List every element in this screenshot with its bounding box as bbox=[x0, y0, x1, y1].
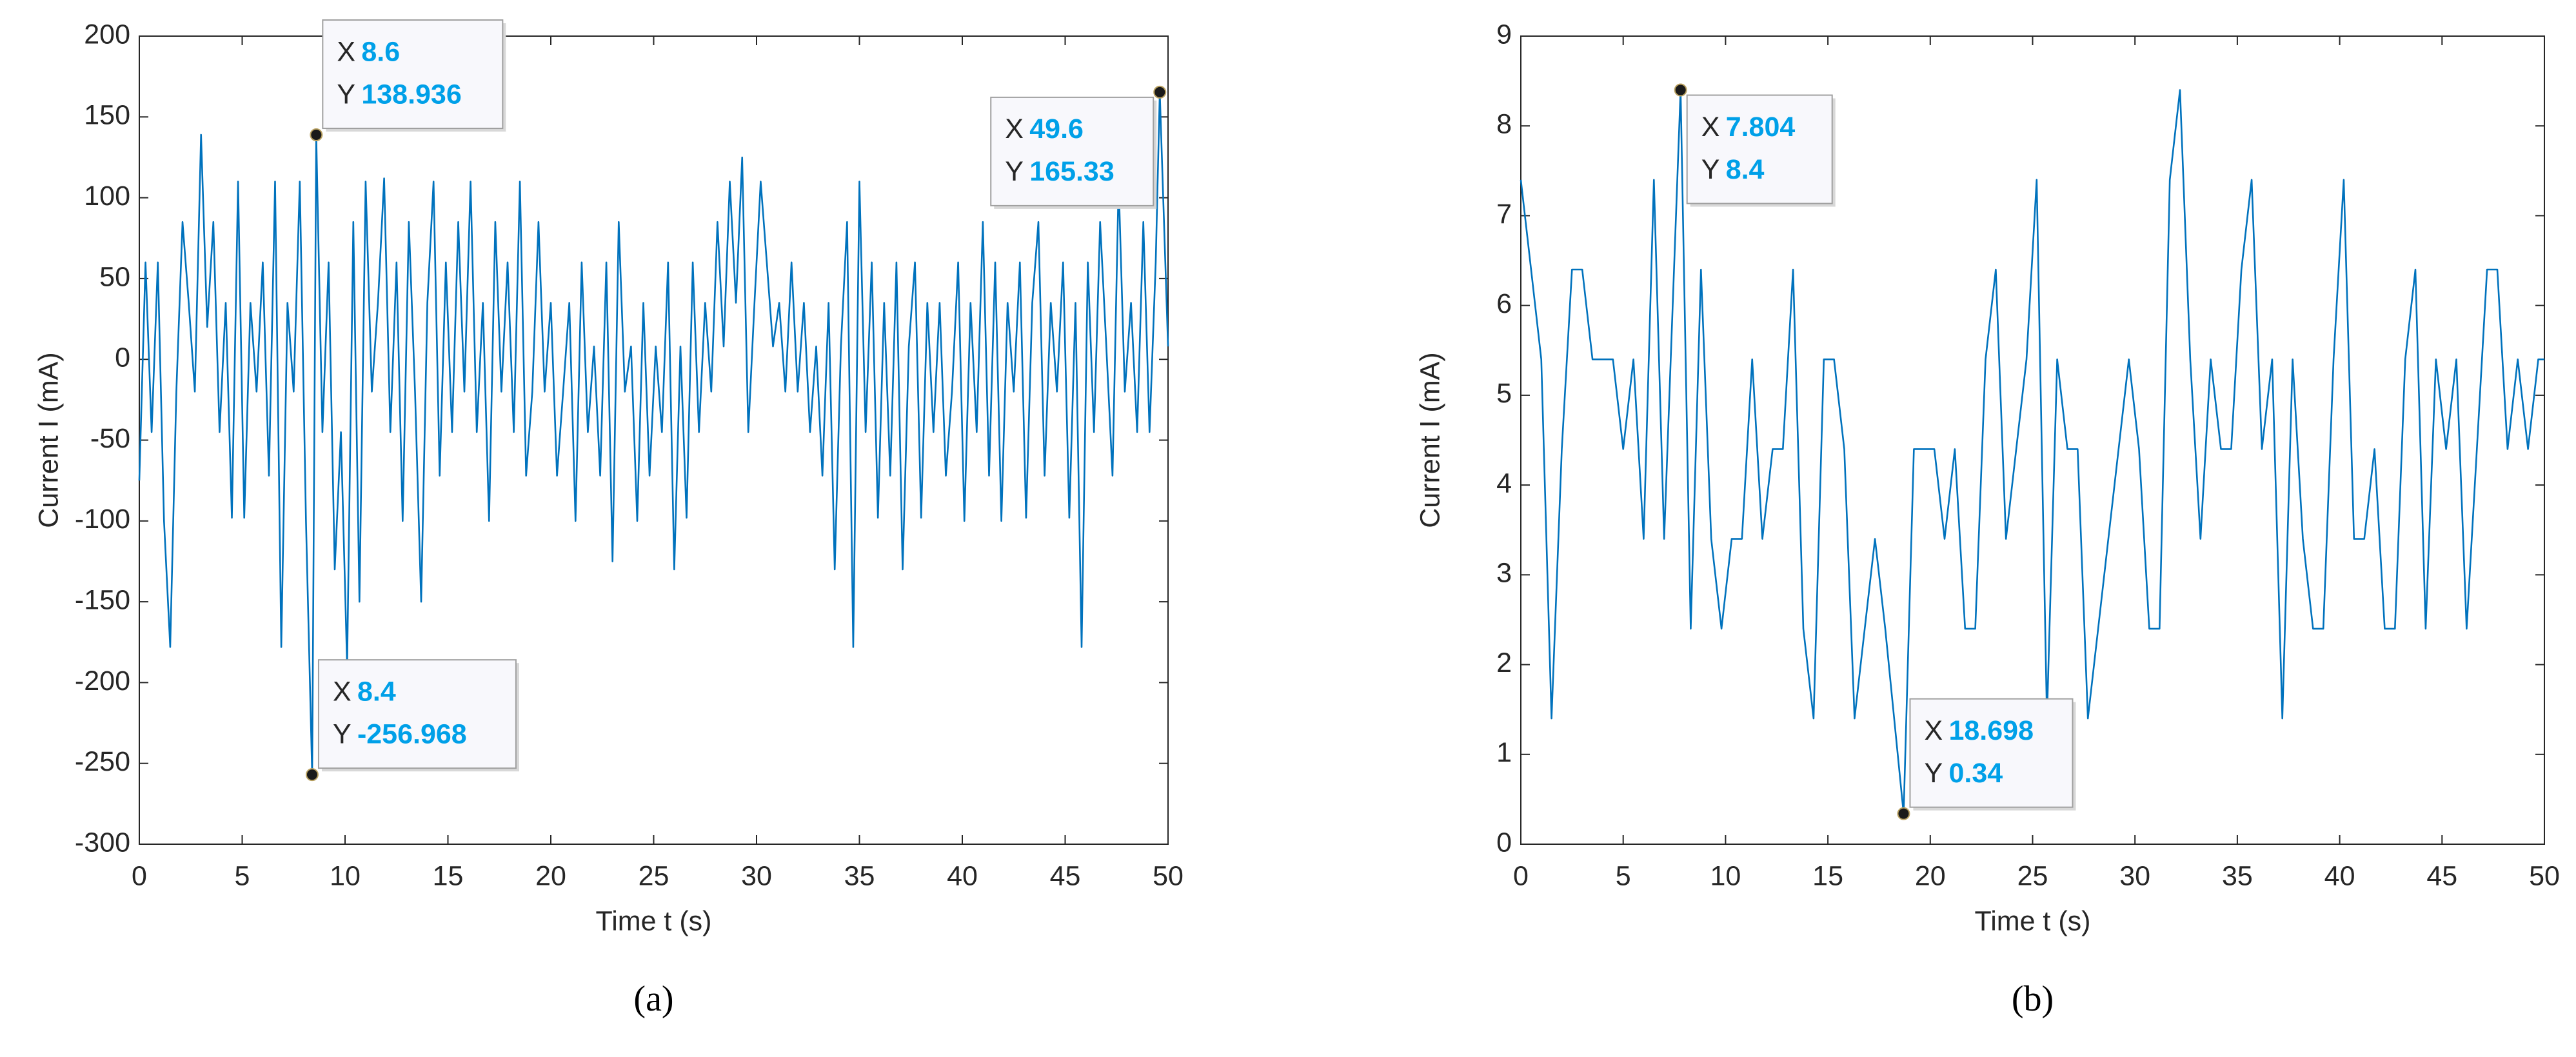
data-tip-marker bbox=[1153, 85, 1167, 99]
x-tick-label: 25 bbox=[639, 860, 669, 891]
data-tip-x-value: 8.4 bbox=[357, 677, 396, 707]
data-tip-x-value: 8.6 bbox=[361, 36, 400, 67]
x-tick-label: 30 bbox=[741, 860, 772, 891]
data-tip-box bbox=[322, 19, 504, 130]
data-tip-y-label: Y bbox=[1924, 758, 1943, 789]
x-tick-label: 15 bbox=[433, 860, 464, 891]
data-tip-x-label: X bbox=[1924, 715, 1943, 746]
y-tick-label: 9 bbox=[1496, 19, 1512, 50]
data-tip-x-label: X bbox=[333, 677, 352, 707]
data-tip-x-value: 18.698 bbox=[1948, 715, 2034, 746]
y-tick-label: 3 bbox=[1496, 558, 1512, 589]
data-tip-y-value: 0.34 bbox=[1948, 758, 2003, 789]
y-tick-label: 200 bbox=[84, 19, 130, 50]
data-tip-marker bbox=[1674, 83, 1687, 97]
data-tip-x-label: X bbox=[1701, 112, 1720, 143]
y-tick-label: -50 bbox=[90, 423, 130, 454]
x-tick-label: 20 bbox=[1915, 860, 1946, 891]
x-tick-label: 45 bbox=[1050, 860, 1081, 891]
y-tick-label: -300 bbox=[75, 827, 130, 858]
x-tick-label: 5 bbox=[235, 860, 250, 891]
y-tick-label: 5 bbox=[1496, 378, 1512, 409]
data-tip-box bbox=[990, 96, 1154, 206]
y-tick-label: 4 bbox=[1496, 468, 1512, 499]
x-tick-label: 45 bbox=[2426, 860, 2457, 891]
x-tick-label: 35 bbox=[844, 860, 875, 891]
y-tick-label: 8 bbox=[1496, 109, 1512, 140]
caption: (a) bbox=[633, 979, 673, 1019]
x-axis-label: Time t (s) bbox=[596, 905, 712, 936]
y-tick-label: -250 bbox=[75, 746, 130, 777]
y-tick-label: 2 bbox=[1496, 647, 1512, 678]
x-tick-label: 40 bbox=[947, 860, 978, 891]
data-tip-x-label: X bbox=[337, 36, 355, 67]
caption: (b) bbox=[2012, 979, 2054, 1019]
y-tick-label: 0 bbox=[115, 342, 130, 373]
x-tick-label: 50 bbox=[2529, 860, 2560, 891]
data-tip-marker bbox=[310, 128, 323, 142]
y-tick-label: 1 bbox=[1496, 737, 1512, 768]
data-tip: X 49.6Y 165.33 bbox=[990, 96, 1157, 209]
data-tip-box bbox=[1686, 94, 1833, 204]
y-tick-label: 100 bbox=[84, 181, 130, 212]
data-tip-box bbox=[1909, 698, 2074, 808]
data-tip-box bbox=[317, 659, 517, 769]
x-tick-label: 5 bbox=[1616, 860, 1631, 891]
data-tip-y-label: Y bbox=[333, 719, 352, 750]
data-tip-y-value: -256.968 bbox=[357, 719, 467, 750]
x-tick-label: 0 bbox=[1513, 860, 1529, 891]
data-line bbox=[1520, 89, 2544, 815]
data-tip-x-value: 7.804 bbox=[1726, 112, 1796, 143]
data-tip-marker bbox=[1897, 807, 1910, 820]
x-tick-label: 35 bbox=[2222, 860, 2253, 891]
y-tick-label: 6 bbox=[1496, 288, 1512, 319]
x-tick-label: 50 bbox=[1153, 860, 1184, 891]
data-tip-y-label: Y bbox=[1005, 156, 1024, 187]
y-tick-label: 0 bbox=[1496, 827, 1512, 858]
y-tick-label: -150 bbox=[75, 584, 130, 615]
y-tick-label: -100 bbox=[75, 504, 130, 535]
data-tip-y-value: 8.4 bbox=[1726, 154, 1765, 185]
x-tick-label: 25 bbox=[2017, 860, 2048, 891]
y-tick-label: -200 bbox=[75, 666, 130, 696]
x-tick-label: 30 bbox=[2119, 860, 2150, 891]
x-axis-label: Time t (s) bbox=[1975, 905, 2091, 936]
data-line bbox=[138, 91, 1169, 776]
data-tip-y-value: 165.33 bbox=[1029, 156, 1115, 187]
x-tick-label: 15 bbox=[1812, 860, 1843, 891]
y-axis-label: Current I (mA) bbox=[1414, 352, 1445, 528]
data-tip-x-label: X bbox=[1005, 114, 1024, 144]
y-tick-label: 50 bbox=[99, 261, 130, 292]
y-tick-label: 7 bbox=[1496, 199, 1512, 230]
data-tip-y-label: Y bbox=[337, 79, 355, 110]
data-tip-y-value: 138.936 bbox=[361, 79, 461, 110]
data-tip: X 8.4Y -256.968 bbox=[317, 659, 519, 772]
data-tip-y-label: Y bbox=[1701, 154, 1720, 185]
data-tip-x-value: 49.6 bbox=[1029, 114, 1084, 144]
x-tick-label: 10 bbox=[1710, 860, 1741, 891]
x-tick-label: 40 bbox=[2324, 860, 2355, 891]
y-axis-label: Current I (mA) bbox=[33, 352, 64, 528]
data-tip: X 8.6Y 138.936 bbox=[322, 19, 506, 132]
x-tick-label: 0 bbox=[132, 860, 147, 891]
data-tip-marker bbox=[305, 768, 319, 782]
x-tick-label: 10 bbox=[330, 860, 361, 891]
x-tick-label: 20 bbox=[535, 860, 566, 891]
y-tick-label: 150 bbox=[84, 100, 130, 131]
